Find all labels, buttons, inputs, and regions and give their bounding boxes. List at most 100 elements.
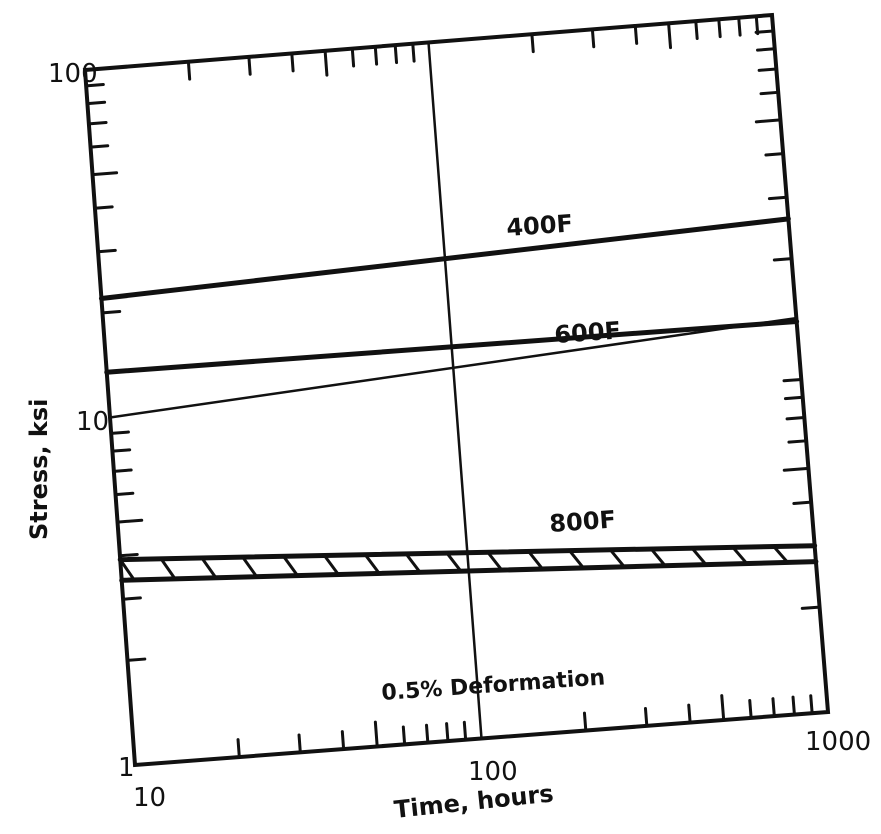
hatch-stroke <box>159 557 177 580</box>
region-label-600f: 600F <box>553 316 621 349</box>
x-tick-bottom <box>340 730 346 751</box>
axis-ticks <box>84 14 822 759</box>
x-tick-bottom <box>425 723 430 745</box>
y-tick-left <box>125 657 147 662</box>
x-tick-bottom <box>462 720 468 742</box>
series-line-unnamed-3 <box>117 543 818 563</box>
y-tick-right <box>782 377 803 383</box>
hatch-stroke <box>690 546 707 566</box>
y-tick-left <box>96 248 117 254</box>
hatch-stroke <box>527 549 544 570</box>
hatch-stroke <box>404 552 422 574</box>
x-tick-bottom <box>687 703 692 725</box>
hatch-stroke <box>241 555 258 578</box>
x-tick-bottom <box>643 706 649 728</box>
region-label-800f: 800F <box>548 505 616 538</box>
y-tick-right <box>772 257 794 262</box>
y-tick-label-100: 100 <box>48 59 98 89</box>
hatch-stroke <box>649 547 667 567</box>
y-tick-left <box>118 552 139 558</box>
y-tick-right <box>800 605 822 610</box>
x-tick-top <box>667 21 673 50</box>
y-tick-right <box>757 67 778 72</box>
y-tick-right <box>754 118 782 124</box>
y-tick-right <box>756 47 777 52</box>
y-tick-label-1: 1 <box>118 753 135 783</box>
x-tick-bottom <box>582 711 588 733</box>
y-tick-right <box>787 439 808 444</box>
y-tick-left <box>91 171 119 177</box>
x-tick-top <box>411 42 416 63</box>
x-tick-top <box>373 45 379 66</box>
y-tick-left <box>121 596 142 601</box>
x-tick-bottom <box>720 694 726 722</box>
y-tick-right <box>782 466 810 472</box>
plot-border <box>82 12 831 768</box>
hatch-stroke <box>363 553 381 575</box>
plot-frame <box>82 12 831 768</box>
x-tick-top <box>737 16 742 37</box>
y-tick-left <box>109 430 130 435</box>
hatch-stroke <box>813 544 818 564</box>
series-line-unnamed-4 <box>119 559 819 583</box>
hatch-stroke <box>200 556 217 579</box>
x-tick-top <box>717 17 722 39</box>
hatch-stroke <box>567 549 585 569</box>
decade-grid-lines <box>427 41 483 740</box>
deformation-annotation: 0.5% Deformation <box>381 665 606 706</box>
region-label-400f: 400F <box>505 209 573 242</box>
hatch-stroke <box>486 550 503 571</box>
x-tick-bottom <box>297 733 302 754</box>
y-tick-right <box>764 152 785 157</box>
y-tick-left <box>114 491 135 497</box>
x-tick-label-100: 100 <box>468 757 518 787</box>
y-tick-left <box>116 518 144 524</box>
x-tick-top <box>350 47 356 68</box>
x-tick-top <box>393 43 399 65</box>
y-axis-title: Stress, ksi <box>25 399 53 540</box>
series-line-400f <box>98 216 791 302</box>
x-tick-bottom <box>445 722 450 743</box>
x-tick-label-10: 10 <box>133 783 166 813</box>
x-tick-top <box>754 14 760 36</box>
x-tick-top <box>694 19 699 41</box>
y-tick-right <box>767 195 789 201</box>
y-tick-left <box>112 468 133 473</box>
y-tick-right <box>792 500 813 506</box>
x-tick-top <box>530 32 535 54</box>
x-tick-bottom <box>771 697 776 718</box>
y-tick-right <box>783 395 805 401</box>
y-tick-left <box>110 448 132 453</box>
x-tick-bottom <box>748 698 753 720</box>
hatch-stroke <box>731 545 748 565</box>
x-tick-top <box>633 24 639 45</box>
y-tick-left <box>84 83 105 88</box>
x-tick-top <box>247 55 252 76</box>
hatch-stroke <box>282 554 299 577</box>
x-tick-bottom <box>809 694 814 715</box>
grid-line-x-100 <box>427 41 483 740</box>
y-tick-left <box>85 100 107 106</box>
x-tick-bottom <box>791 695 796 717</box>
series-line-600f <box>104 318 800 375</box>
y-tick-left <box>87 120 108 126</box>
series-line-unnamed-2 <box>108 316 798 419</box>
hatch-stroke <box>445 551 462 573</box>
y-tick-left <box>100 310 122 315</box>
y-tick-right <box>759 90 780 96</box>
hatch-stroke <box>118 558 136 581</box>
y-tick-left <box>89 144 110 149</box>
x-tick-bottom <box>236 738 241 759</box>
x-tick-top <box>323 49 329 77</box>
y-tick-label-10: 10 <box>76 407 109 437</box>
deformation-band-hatch <box>118 544 818 581</box>
x-tick-label-1000: 1000 <box>805 727 871 757</box>
x-tick-bottom <box>373 720 379 748</box>
hatch-stroke <box>322 553 340 576</box>
x-tick-top <box>186 60 192 81</box>
hatch-stroke <box>608 548 626 568</box>
x-tick-top <box>290 51 295 73</box>
y-tick-left <box>93 205 114 210</box>
series-lines <box>98 216 819 583</box>
